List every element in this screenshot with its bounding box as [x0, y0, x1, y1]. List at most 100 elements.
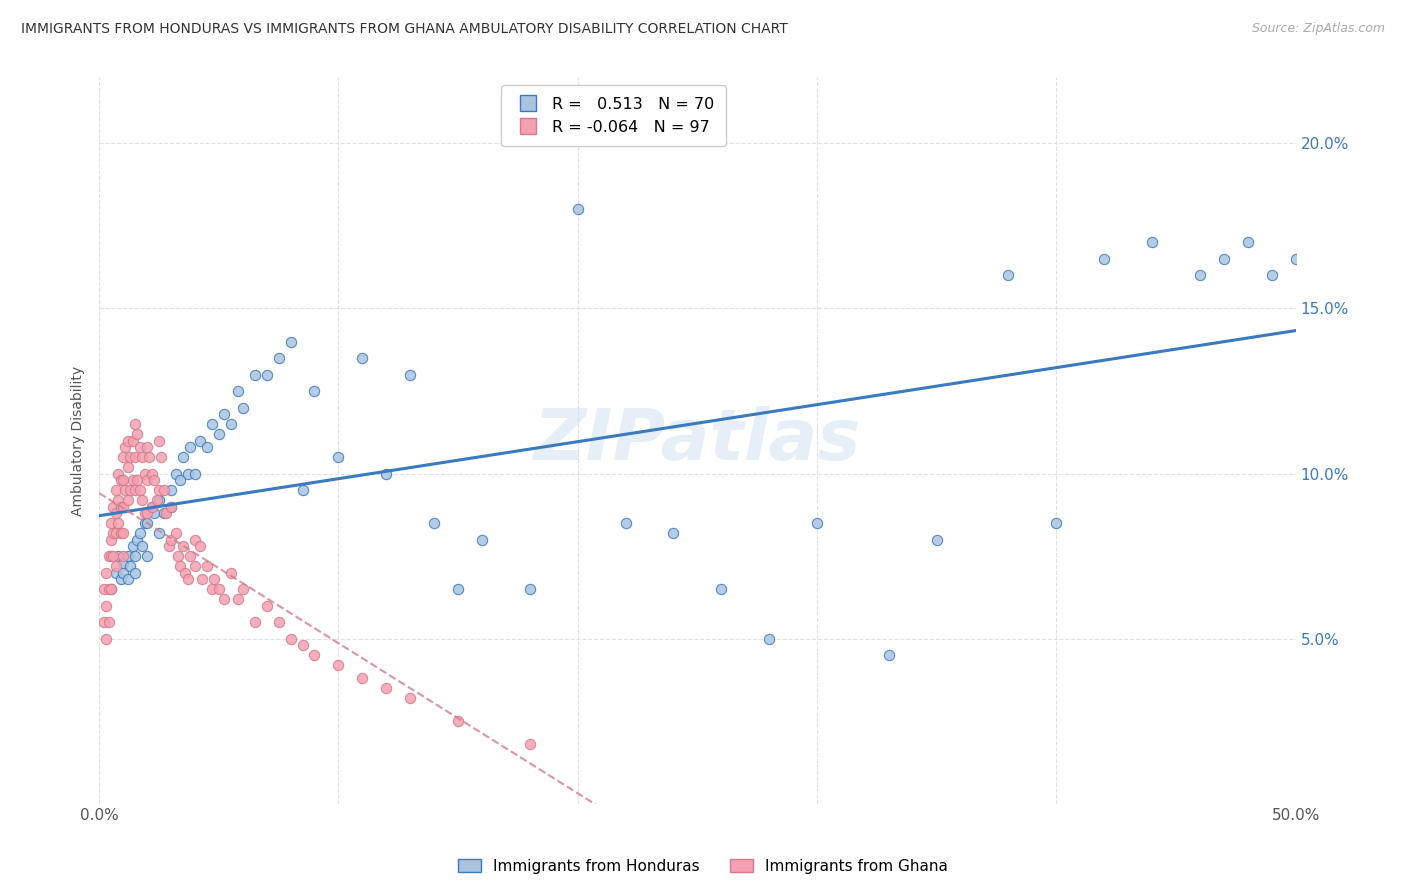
- Point: [614, 516, 637, 530]
- Point: [96, 632, 118, 646]
- Legend: R =   0.513   N = 70, R = -0.064   N = 97: R = 0.513 N = 70, R = -0.064 N = 97: [502, 86, 725, 145]
- Point: [280, 632, 302, 646]
- Point: [352, 351, 374, 365]
- Point: [179, 549, 201, 563]
- Point: [375, 681, 398, 695]
- Point: [280, 334, 302, 349]
- Point: [117, 549, 139, 563]
- Point: [1092, 252, 1115, 266]
- Point: [100, 516, 122, 530]
- Point: [172, 450, 194, 464]
- Point: [662, 525, 685, 540]
- Point: [107, 549, 129, 563]
- Point: [107, 516, 129, 530]
- Point: [114, 483, 136, 497]
- Point: [256, 368, 278, 382]
- Point: [112, 450, 135, 464]
- Point: [104, 558, 127, 573]
- Point: [138, 450, 160, 464]
- Text: IMMIGRANTS FROM HONDURAS VS IMMIGRANTS FROM GHANA AMBULATORY DISABILITY CORRELAT: IMMIGRANTS FROM HONDURAS VS IMMIGRANTS F…: [21, 22, 787, 37]
- Point: [179, 440, 201, 454]
- Point: [148, 434, 170, 448]
- Point: [375, 467, 398, 481]
- Point: [117, 434, 139, 448]
- Point: [141, 500, 163, 514]
- Point: [291, 483, 314, 497]
- Point: [243, 615, 266, 629]
- Point: [121, 434, 143, 448]
- Point: [1260, 268, 1282, 283]
- Point: [150, 450, 173, 464]
- Point: [519, 737, 541, 751]
- Point: [167, 549, 190, 563]
- Point: [110, 525, 132, 540]
- Point: [110, 572, 132, 586]
- Point: [134, 516, 156, 530]
- Point: [93, 615, 115, 629]
- Point: [399, 691, 422, 706]
- Point: [103, 525, 125, 540]
- Point: [141, 500, 163, 514]
- Point: [184, 558, 207, 573]
- Point: [103, 500, 125, 514]
- Point: [112, 566, 135, 580]
- Point: [195, 558, 218, 573]
- Point: [100, 582, 122, 596]
- Point: [152, 483, 174, 497]
- Point: [104, 525, 127, 540]
- Point: [447, 714, 470, 728]
- Point: [219, 566, 242, 580]
- Point: [169, 473, 191, 487]
- Point: [1188, 268, 1211, 283]
- Point: [243, 368, 266, 382]
- Point: [124, 549, 146, 563]
- Point: [114, 440, 136, 454]
- Legend: Immigrants from Honduras, Immigrants from Ghana: Immigrants from Honduras, Immigrants fro…: [451, 853, 955, 880]
- Point: [169, 558, 191, 573]
- Point: [1140, 235, 1163, 250]
- Point: [471, 533, 494, 547]
- Point: [143, 473, 166, 487]
- Point: [256, 599, 278, 613]
- Point: [160, 500, 183, 514]
- Point: [200, 582, 222, 596]
- Point: [103, 549, 125, 563]
- Point: [136, 506, 159, 520]
- Point: [112, 473, 135, 487]
- Point: [202, 572, 225, 586]
- Point: [131, 492, 153, 507]
- Point: [160, 533, 183, 547]
- Y-axis label: Ambulatory Disability: Ambulatory Disability: [72, 366, 86, 516]
- Point: [145, 492, 167, 507]
- Point: [112, 525, 135, 540]
- Point: [1284, 252, 1306, 266]
- Point: [136, 440, 159, 454]
- Point: [96, 566, 118, 580]
- Point: [131, 450, 153, 464]
- Point: [127, 473, 149, 487]
- Point: [128, 525, 150, 540]
- Point: [208, 426, 231, 441]
- Point: [127, 533, 149, 547]
- Point: [136, 549, 159, 563]
- Point: [267, 615, 290, 629]
- Point: [925, 533, 948, 547]
- Point: [176, 467, 198, 481]
- Point: [184, 533, 207, 547]
- Point: [806, 516, 828, 530]
- Point: [232, 582, 254, 596]
- Point: [226, 591, 249, 606]
- Point: [112, 549, 135, 563]
- Point: [148, 483, 170, 497]
- Point: [136, 473, 159, 487]
- Point: [226, 384, 249, 398]
- Point: [219, 417, 242, 431]
- Point: [212, 407, 235, 421]
- Point: [1236, 235, 1258, 250]
- Point: [97, 549, 120, 563]
- Point: [97, 582, 120, 596]
- Point: [100, 549, 122, 563]
- Point: [165, 525, 187, 540]
- Point: [128, 440, 150, 454]
- Point: [328, 450, 350, 464]
